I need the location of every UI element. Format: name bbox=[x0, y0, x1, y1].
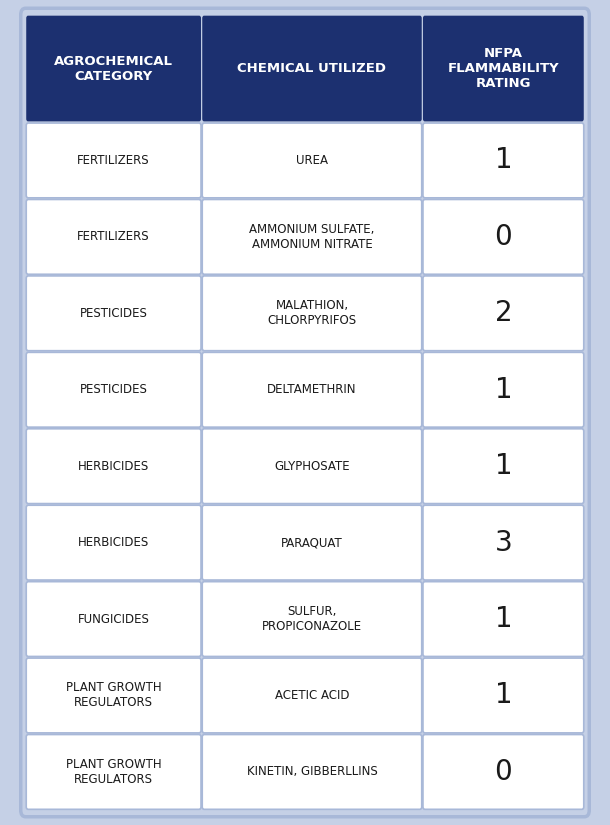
FancyBboxPatch shape bbox=[21, 8, 589, 817]
FancyBboxPatch shape bbox=[423, 352, 584, 427]
Text: AMMONIUM SULFATE,
AMMONIUM NITRATE: AMMONIUM SULFATE, AMMONIUM NITRATE bbox=[249, 223, 375, 251]
FancyBboxPatch shape bbox=[423, 734, 584, 809]
Text: UREA: UREA bbox=[296, 154, 328, 167]
Text: HERBICIDES: HERBICIDES bbox=[78, 536, 149, 549]
FancyBboxPatch shape bbox=[203, 276, 422, 351]
Text: PESTICIDES: PESTICIDES bbox=[80, 307, 148, 320]
Text: MALATHION,
CHLORPYRIFOS: MALATHION, CHLORPYRIFOS bbox=[267, 299, 357, 328]
FancyBboxPatch shape bbox=[423, 429, 584, 503]
FancyBboxPatch shape bbox=[423, 123, 584, 198]
Text: CHEMICAL UTILIZED: CHEMICAL UTILIZED bbox=[237, 62, 387, 75]
Text: HERBICIDES: HERBICIDES bbox=[78, 460, 149, 473]
FancyBboxPatch shape bbox=[203, 200, 422, 274]
Text: 1: 1 bbox=[495, 605, 512, 633]
Text: 1: 1 bbox=[495, 681, 512, 710]
FancyBboxPatch shape bbox=[203, 505, 422, 580]
FancyBboxPatch shape bbox=[203, 16, 422, 121]
FancyBboxPatch shape bbox=[26, 123, 201, 198]
FancyBboxPatch shape bbox=[26, 200, 201, 274]
FancyBboxPatch shape bbox=[203, 582, 422, 657]
FancyBboxPatch shape bbox=[26, 276, 201, 351]
Text: PLANT GROWTH
REGULATORS: PLANT GROWTH REGULATORS bbox=[66, 758, 162, 786]
FancyBboxPatch shape bbox=[203, 123, 422, 198]
FancyBboxPatch shape bbox=[203, 352, 422, 427]
Text: AGROCHEMICAL
CATEGORY: AGROCHEMICAL CATEGORY bbox=[54, 54, 173, 82]
FancyBboxPatch shape bbox=[26, 658, 201, 733]
FancyBboxPatch shape bbox=[26, 429, 201, 503]
Text: SULFUR,
PROPICONAZOLE: SULFUR, PROPICONAZOLE bbox=[262, 605, 362, 633]
FancyBboxPatch shape bbox=[203, 658, 422, 733]
FancyBboxPatch shape bbox=[423, 505, 584, 580]
Text: 2: 2 bbox=[495, 299, 512, 328]
Text: FERTILIZERS: FERTILIZERS bbox=[77, 230, 150, 243]
FancyBboxPatch shape bbox=[423, 582, 584, 657]
Text: PARAQUAT: PARAQUAT bbox=[281, 536, 343, 549]
Text: PESTICIDES: PESTICIDES bbox=[80, 384, 148, 396]
FancyBboxPatch shape bbox=[423, 200, 584, 274]
FancyBboxPatch shape bbox=[26, 582, 201, 657]
Text: FUNGICIDES: FUNGICIDES bbox=[77, 612, 149, 625]
FancyBboxPatch shape bbox=[26, 16, 201, 121]
Text: 0: 0 bbox=[495, 758, 512, 786]
FancyBboxPatch shape bbox=[203, 734, 422, 809]
Text: FERTILIZERS: FERTILIZERS bbox=[77, 154, 150, 167]
Text: 1: 1 bbox=[495, 375, 512, 403]
FancyBboxPatch shape bbox=[203, 429, 422, 503]
Text: NFPA
FLAMMABILITY
RATING: NFPA FLAMMABILITY RATING bbox=[448, 47, 559, 90]
Text: 3: 3 bbox=[495, 529, 512, 557]
FancyBboxPatch shape bbox=[26, 734, 201, 809]
Text: KINETIN, GIBBERLLINS: KINETIN, GIBBERLLINS bbox=[246, 766, 378, 779]
FancyBboxPatch shape bbox=[423, 276, 584, 351]
FancyBboxPatch shape bbox=[26, 352, 201, 427]
Text: DELTAMETHRIN: DELTAMETHRIN bbox=[267, 384, 357, 396]
Text: PLANT GROWTH
REGULATORS: PLANT GROWTH REGULATORS bbox=[66, 681, 162, 710]
FancyBboxPatch shape bbox=[423, 658, 584, 733]
Text: GLYPHOSATE: GLYPHOSATE bbox=[274, 460, 350, 473]
Text: 1: 1 bbox=[495, 146, 512, 174]
FancyBboxPatch shape bbox=[423, 16, 584, 121]
Text: 0: 0 bbox=[495, 223, 512, 251]
Text: ACETIC ACID: ACETIC ACID bbox=[274, 689, 350, 702]
Text: 1: 1 bbox=[495, 452, 512, 480]
FancyBboxPatch shape bbox=[26, 505, 201, 580]
